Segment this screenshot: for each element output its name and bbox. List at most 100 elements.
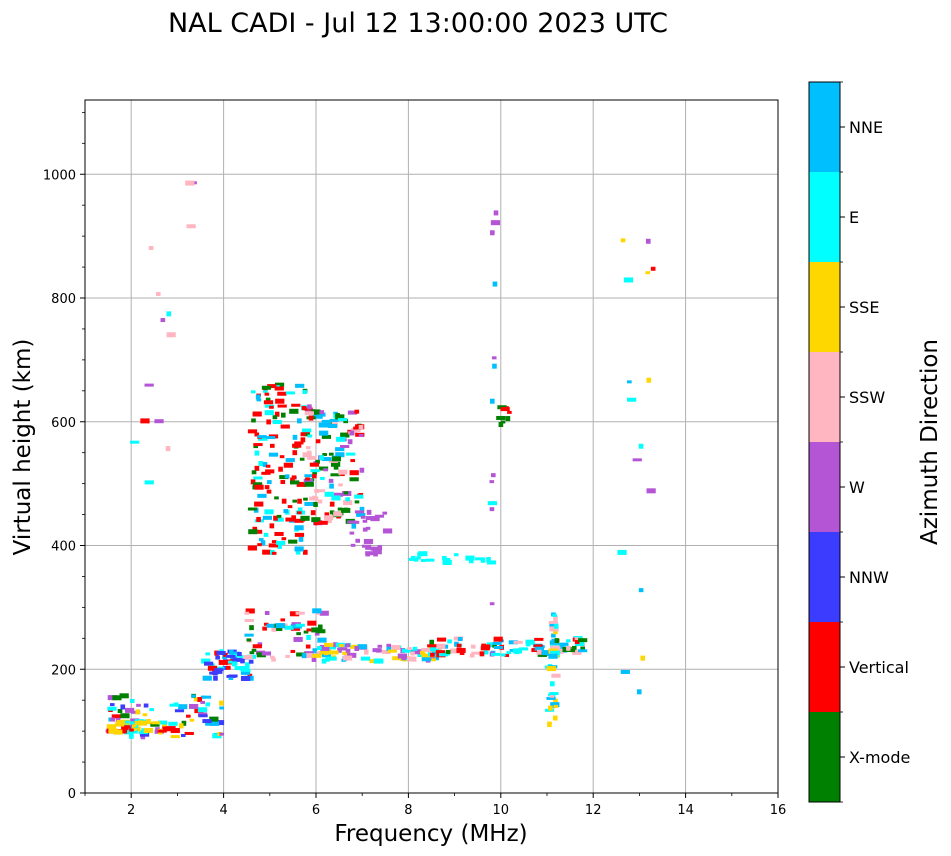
echo-point — [132, 727, 137, 731]
echo-point — [285, 391, 296, 395]
echo-point — [268, 452, 279, 457]
echo-point — [245, 608, 255, 614]
echo-point — [248, 659, 254, 664]
echo-point — [338, 469, 348, 475]
echo-point — [442, 555, 447, 560]
echo-point — [243, 655, 253, 660]
echo-point — [108, 728, 118, 734]
echo-point — [180, 734, 186, 738]
echo-point — [421, 652, 427, 658]
echo-point — [551, 633, 556, 638]
echo-point — [298, 536, 304, 542]
echo-point — [645, 271, 650, 275]
echo-point — [150, 722, 160, 727]
echo-point — [566, 645, 571, 651]
echo-point — [284, 625, 294, 630]
echo-point — [142, 713, 148, 717]
echo-point — [280, 480, 286, 485]
echo-point — [550, 702, 560, 708]
echo-point — [370, 516, 380, 522]
echo-point — [140, 734, 146, 740]
data-points — [105, 180, 656, 740]
echo-point — [533, 644, 543, 648]
echo-point — [305, 446, 311, 450]
echo-point — [263, 622, 269, 626]
echo-point — [245, 662, 250, 667]
echo-point — [271, 627, 277, 632]
echo-point — [311, 409, 321, 415]
echo-point — [337, 507, 343, 511]
echo-point — [244, 633, 254, 637]
echo-point — [450, 648, 460, 654]
echo-point — [294, 532, 305, 537]
echo-point — [416, 556, 421, 560]
echo-point — [342, 651, 347, 655]
echo-point — [285, 458, 295, 463]
echo-point — [456, 643, 462, 648]
colorbar-segment — [809, 532, 840, 622]
echo-point — [248, 529, 258, 535]
echo-point — [574, 637, 580, 643]
echo-point — [305, 644, 311, 649]
echo-point — [257, 493, 267, 498]
echo-point — [417, 552, 422, 557]
echo-point — [135, 709, 141, 715]
echo-point — [546, 666, 556, 672]
echo-point — [413, 558, 419, 562]
echo-point — [646, 377, 652, 383]
echo-point — [358, 492, 364, 496]
echo-point — [349, 470, 359, 476]
echo-point — [316, 629, 326, 634]
echo-point — [114, 722, 125, 727]
echo-point — [144, 480, 154, 485]
echo-point — [640, 655, 646, 661]
echo-point — [270, 443, 275, 448]
echo-point — [347, 439, 353, 445]
echo-point — [157, 720, 168, 725]
echo-point — [212, 733, 222, 739]
echo-point — [329, 418, 339, 422]
echo-point — [553, 704, 559, 708]
echo-point — [436, 643, 446, 649]
echo-point — [421, 647, 431, 652]
echo-point — [258, 460, 264, 466]
echo-point — [418, 551, 428, 557]
y-axis-title: Virtual height (km) — [10, 339, 36, 556]
echo-point — [292, 443, 302, 448]
echo-point — [329, 452, 334, 456]
echo-point — [468, 559, 474, 564]
echo-point — [295, 611, 305, 615]
colorbar-frame — [808, 81, 841, 803]
echo-point — [553, 698, 558, 704]
echo-point — [546, 696, 556, 700]
echo-point — [278, 466, 283, 472]
echo-point — [262, 461, 268, 467]
echo-point — [149, 708, 154, 712]
y-tick-label: 200 — [51, 663, 76, 678]
echo-point — [341, 507, 351, 513]
echo-point — [198, 714, 208, 718]
echo-point — [354, 500, 360, 504]
echo-point — [294, 546, 304, 552]
echo-point — [307, 455, 317, 460]
echo-point — [620, 669, 630, 674]
y-tick-label: 0 — [68, 787, 76, 802]
colorbar-segment — [809, 442, 840, 532]
echo-point — [129, 728, 134, 732]
echo-point — [457, 637, 463, 642]
echo-point — [333, 465, 339, 470]
echo-point — [238, 655, 244, 659]
echo-point — [431, 658, 436, 662]
echo-point — [240, 675, 251, 681]
echo-point — [541, 650, 552, 656]
echo-point — [109, 703, 115, 707]
echo-point — [234, 666, 244, 671]
echo-point — [321, 658, 327, 664]
echo-point — [307, 404, 312, 410]
colorbar: X-mode Vertical NNW W SSW SSE E NNE — [808, 81, 910, 803]
echo-point — [504, 653, 510, 657]
echo-point — [493, 210, 499, 216]
echo-point — [247, 545, 257, 551]
x-tick-label: 2 — [127, 803, 135, 818]
echo-point — [166, 311, 172, 317]
